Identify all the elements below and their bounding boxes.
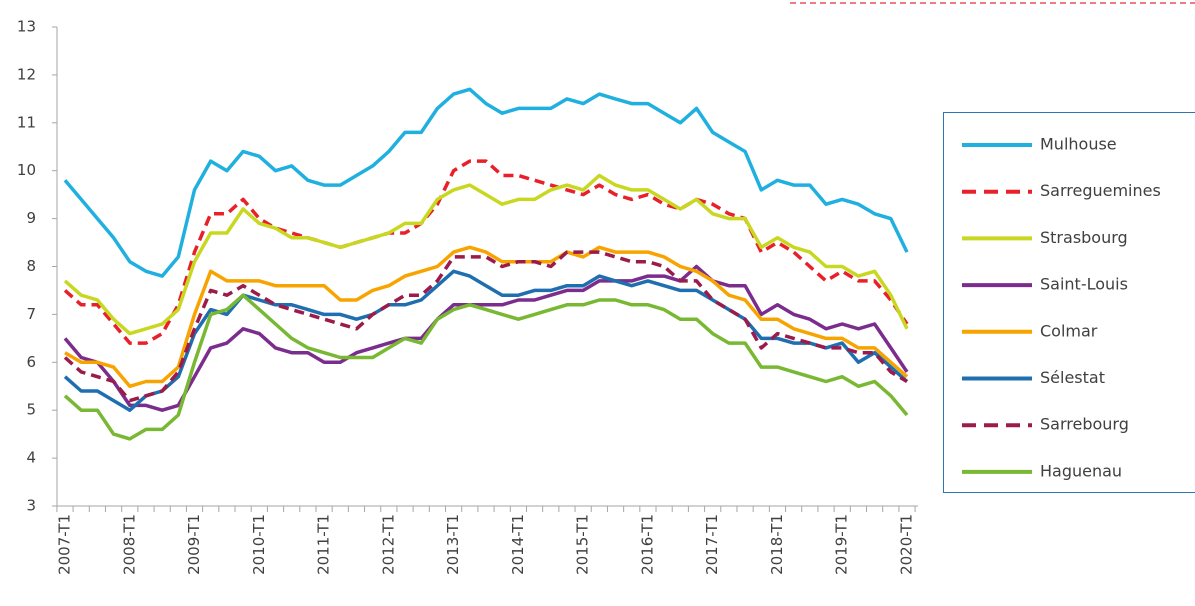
y-tick-label: 13 (17, 18, 36, 36)
x-tick-label: 2018-T1 (768, 514, 786, 575)
x-tick-label: 2010-T1 (250, 514, 268, 575)
legend-label: Mulhouse (1040, 135, 1117, 154)
legend-label: Strasbourg (1040, 228, 1128, 247)
series-line (63, 250, 908, 403)
y-tick-label: 6 (26, 353, 36, 371)
x-tick-label: 2019-T1 (833, 514, 851, 575)
y-tick-label: 3 (26, 497, 36, 515)
legend-label: Colmar (1040, 321, 1098, 340)
y-tick-label: 11 (17, 113, 36, 131)
y-tick-label: 10 (17, 161, 36, 179)
y-tick-label: 12 (17, 65, 36, 83)
x-tick-label: 2017-T1 (703, 514, 721, 575)
y-tick-label: 8 (26, 257, 36, 275)
legend-label: Haguenau (1040, 461, 1122, 480)
series-line (63, 173, 909, 336)
x-tick-label: 2015-T1 (574, 514, 592, 575)
x-tick-label: 2011-T1 (315, 514, 333, 575)
series-line (64, 245, 909, 389)
series-line (63, 159, 909, 345)
y-tick-label: 5 (26, 401, 36, 419)
x-tick-label: 2014-T1 (509, 514, 527, 575)
x-tick-label: 2009-T1 (185, 514, 203, 575)
series-line (63, 87, 909, 278)
series-line (63, 264, 909, 412)
y-tick-label: 4 (26, 449, 36, 467)
legend-box (943, 112, 1195, 493)
x-tick-label: 2008-T1 (120, 514, 138, 575)
y-tick-label: 9 (26, 209, 36, 227)
y-tick-label: 7 (26, 305, 36, 323)
x-tick-label: 2007-T1 (56, 514, 74, 575)
x-tick-label: 2012-T1 (379, 514, 397, 575)
legend-label: Saint-Louis (1040, 275, 1128, 294)
x-tick-label: 2020-T1 (898, 514, 916, 575)
x-tick-label: 2016-T1 (638, 514, 656, 575)
series-line (63, 293, 909, 441)
legend-label: Sarreguemines (1040, 181, 1161, 200)
series-line (63, 269, 909, 412)
x-tick-label: 2013-T1 (444, 514, 462, 575)
legend-label: Sarrebourg (1040, 415, 1129, 434)
legend-label: Sélestat (1040, 368, 1105, 387)
